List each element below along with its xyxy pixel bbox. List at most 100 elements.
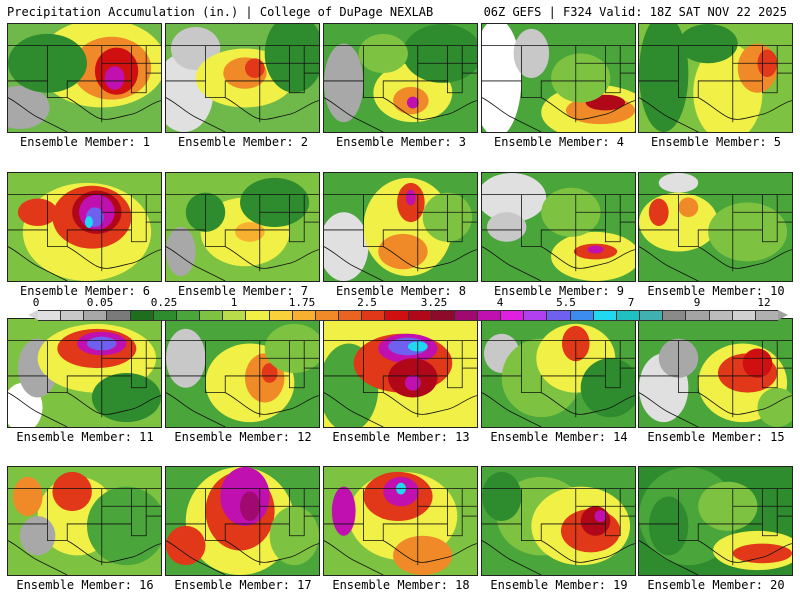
colorbar-tick-label: 0.05: [86, 296, 114, 309]
state-border: [166, 488, 206, 525]
map-panel-member-3: [323, 23, 478, 133]
state-border: [383, 97, 477, 120]
state-border: [8, 488, 48, 525]
precip-contour: [404, 374, 421, 391]
colorbar-swatch: [592, 311, 616, 320]
precip-contour: [244, 58, 265, 78]
state-border: [67, 392, 161, 415]
member-label-8: Ensemble Member: 8: [335, 284, 467, 298]
precip-contour: [240, 491, 260, 521]
map-panel-member-5: [638, 23, 793, 133]
state-border: [324, 488, 364, 525]
member-label-10: Ensemble Member: 10: [647, 284, 785, 298]
colorbar-swatch: [268, 311, 292, 320]
state-border: [446, 488, 463, 537]
map-panel-member-10: [638, 172, 793, 282]
precip-contour: [678, 197, 699, 218]
precip-contour: [406, 96, 419, 109]
state-border: [698, 97, 792, 120]
state-border: [446, 45, 463, 94]
colorbar-left-arrow: [28, 310, 38, 320]
state-border: [639, 540, 699, 575]
map-panel-member-8: [323, 172, 478, 282]
member-label-15: Ensemble Member: 15: [647, 430, 785, 444]
map-panel-member-18: [323, 466, 478, 576]
map-panel-member-13: [323, 318, 478, 428]
precip-contour: [19, 516, 56, 556]
state-border: [130, 194, 147, 243]
map-panel-member-4: [481, 23, 636, 133]
colorbar-swatch: [453, 311, 477, 320]
colorbar-tick-label: 0.25: [150, 296, 178, 309]
map-panel-member-17: [165, 466, 320, 576]
colorbar-tick-label: 7: [627, 296, 635, 309]
colorbar-swatch: [60, 311, 84, 320]
state-border: [8, 246, 68, 281]
state-border: [482, 194, 522, 231]
precip-contour: [166, 227, 196, 277]
map-panel-member-9: [481, 172, 636, 282]
state-border: [67, 97, 161, 120]
state-border: [205, 229, 260, 248]
state-border: [761, 45, 778, 94]
precip-contour: [264, 323, 319, 373]
precip-contour: [358, 33, 408, 74]
map-panel-member-1: [7, 23, 162, 133]
colorbar-swatch: [731, 311, 755, 320]
member-label-11: Ensemble Member: 11: [16, 430, 154, 444]
member-label-12: Ensemble Member: 12: [174, 430, 312, 444]
state-border: [639, 97, 699, 132]
state-border: [383, 540, 477, 563]
colorbar-swatch: [152, 311, 176, 320]
colorbar-swatch: [639, 311, 663, 320]
colorbar-tick-label: 9: [693, 296, 701, 309]
colorbar-swatch: [685, 311, 709, 320]
state-border: [541, 97, 635, 120]
precip-contour: [324, 43, 364, 123]
state-border: [363, 229, 418, 248]
state-border: [8, 540, 68, 575]
member-label-18: Ensemble Member: 18: [332, 578, 470, 592]
state-border: [324, 246, 384, 281]
colorbar-swatch: [129, 311, 153, 320]
colorbar-right-arrow: [778, 310, 788, 320]
state-border: [541, 392, 635, 415]
member-label-16: Ensemble Member: 16: [16, 578, 154, 592]
state-border: [225, 97, 319, 120]
member-label-4: Ensemble Member: 4: [493, 135, 625, 149]
member-label-14: Ensemble Member: 14: [490, 430, 628, 444]
precip-contour: [264, 24, 319, 93]
state-border: [639, 246, 699, 281]
precip-contour: [91, 373, 161, 423]
precip-contour: [104, 66, 125, 90]
member-label-5: Ensemble Member: 5: [650, 135, 782, 149]
colorbar-swatch: [291, 311, 315, 320]
precip-contour: [742, 348, 773, 378]
map-panel-member-7: [165, 172, 320, 282]
state-border: [324, 540, 384, 575]
map-panel-member-19: [481, 466, 636, 576]
colorbar-tick-label: 0: [32, 296, 40, 309]
state-border: [288, 45, 305, 94]
state-border: [47, 375, 102, 394]
map-panel-member-14: [481, 318, 636, 428]
state-border: [205, 375, 260, 394]
state-border: [482, 540, 542, 575]
state-border: [383, 246, 477, 269]
state-border: [482, 392, 542, 427]
map-panel-member-16: [7, 466, 162, 576]
state-border: [761, 488, 778, 537]
state-border: [541, 246, 635, 269]
map-panel-member-12: [165, 318, 320, 428]
colorbar-swatch: [199, 311, 223, 320]
precip-contour: [378, 233, 428, 270]
precip-contour: [513, 28, 550, 78]
state-border: [67, 540, 161, 563]
colorbar-tick-label: 1.75: [288, 296, 316, 309]
colorbar-swatch: [500, 311, 524, 320]
member-label-3: Ensemble Member: 3: [335, 135, 467, 149]
state-border: [363, 375, 418, 394]
map-panel-member-15: [638, 318, 793, 428]
state-border: [604, 340, 621, 389]
precip-contour: [486, 212, 527, 242]
